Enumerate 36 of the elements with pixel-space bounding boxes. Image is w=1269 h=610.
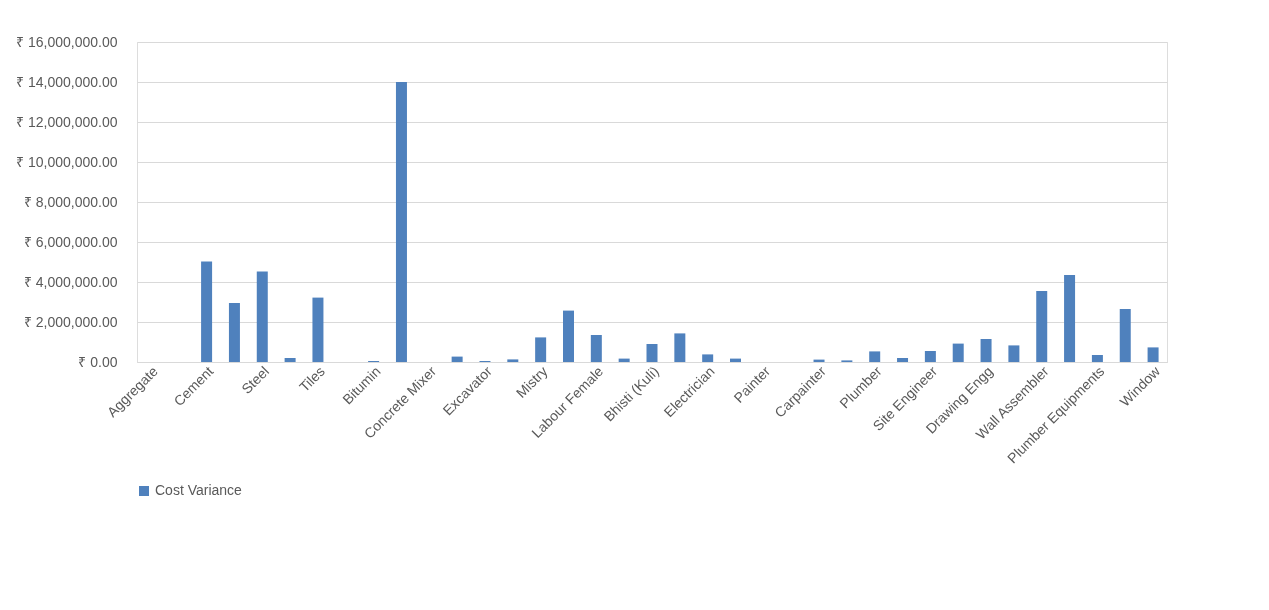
bar <box>1147 347 1159 362</box>
bar <box>535 337 547 362</box>
bar <box>228 303 240 362</box>
y-tick-label: ₹ 2,000,000.00 <box>23 313 118 330</box>
bar <box>952 343 964 362</box>
bar <box>674 333 686 362</box>
bar <box>1036 291 1048 362</box>
y-tick-label: ₹ 14,000,000.00 <box>16 73 118 90</box>
legend-label: Cost Variance <box>155 482 243 498</box>
bar <box>395 82 407 362</box>
bar <box>897 358 909 362</box>
x-tick-label: Tiles <box>295 363 328 395</box>
bar <box>562 310 574 362</box>
y-tick-label: ₹ 10,000,000.00 <box>16 153 118 170</box>
y-tick-label: ₹ 6,000,000.00 <box>23 233 118 250</box>
bar <box>507 359 519 362</box>
y-tick-label: ₹ 4,000,000.00 <box>23 273 118 290</box>
y-tick-label: ₹ 16,000,000.00 <box>16 33 118 50</box>
bar <box>284 358 296 362</box>
y-tick-label: ₹ 12,000,000.00 <box>16 113 118 130</box>
bar <box>256 271 268 362</box>
bar <box>702 354 714 362</box>
bar <box>312 297 324 362</box>
bar <box>980 339 992 362</box>
bar <box>1064 275 1076 362</box>
y-tick-label: ₹ 0.00 <box>78 353 118 370</box>
bar <box>1119 309 1131 362</box>
bar <box>451 356 463 362</box>
bar <box>1008 345 1020 362</box>
y-tick-label: ₹ 8,000,000.00 <box>23 193 118 210</box>
bar <box>1091 355 1103 362</box>
bar <box>869 351 881 362</box>
bar <box>924 351 936 362</box>
bar <box>590 335 602 362</box>
bar <box>201 261 213 362</box>
bar <box>646 344 658 362</box>
